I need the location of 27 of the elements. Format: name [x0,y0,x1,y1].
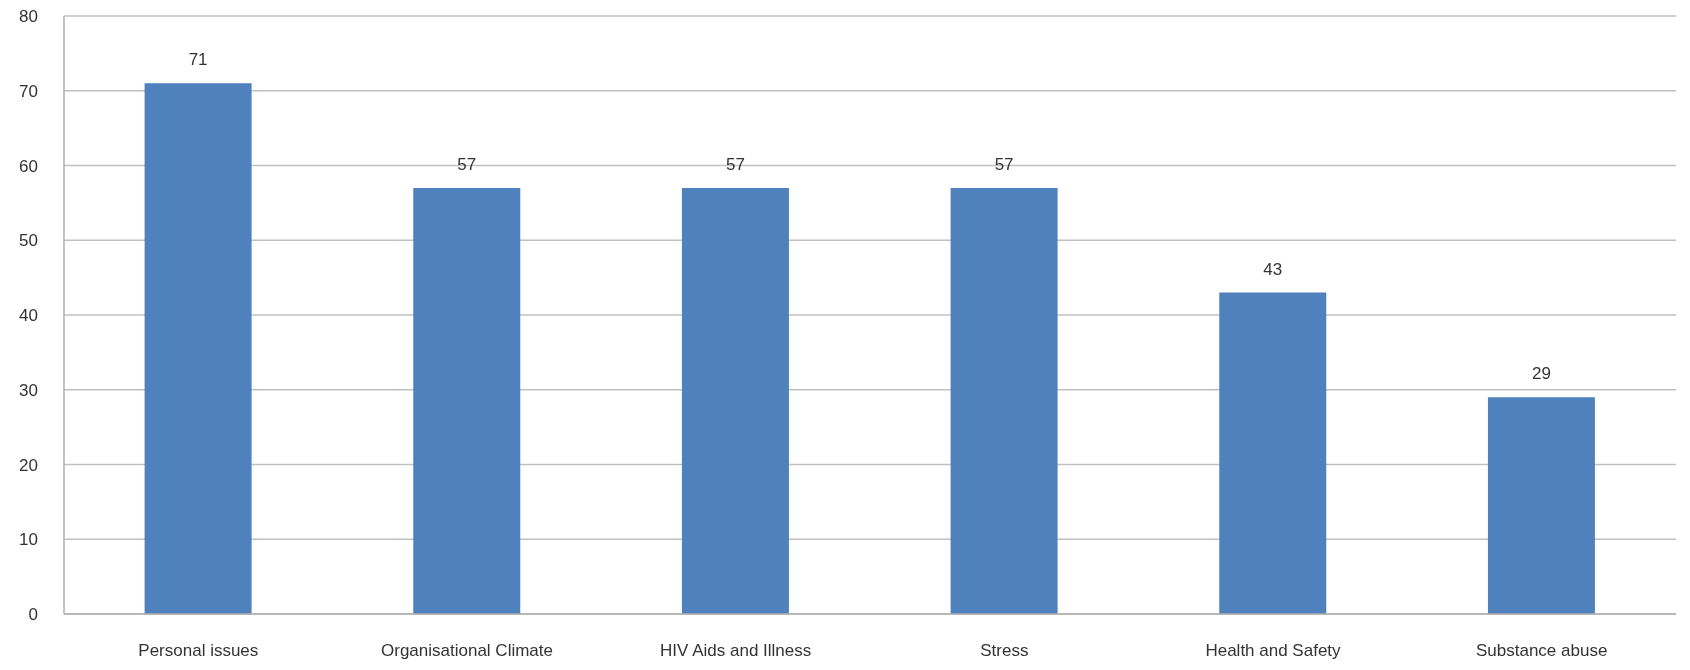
y-tick-label: 80 [19,7,38,27]
y-tick-label: 40 [19,306,38,326]
x-tick-label: HIV Aids and Illness [660,641,812,661]
y-tick-label: 0 [28,605,38,625]
x-tick-label: Personal issues [138,641,259,661]
y-tick-label: 70 [19,81,38,101]
bar [144,83,252,614]
bar [681,187,789,614]
data-label: 29 [1531,364,1551,384]
data-label: 57 [457,154,477,174]
data-label: 57 [725,154,745,174]
x-tick-label: Health and Safety [1205,641,1342,661]
x-tick-label: Stress [980,641,1029,661]
data-label: 43 [1263,259,1283,279]
data-label: 71 [188,50,208,70]
x-tick-label: Organisational Climate [381,641,553,661]
y-tick-label: 20 [19,455,38,475]
bar [1219,292,1327,614]
x-tick-label: Substance abuse [1475,641,1608,661]
bar [413,187,521,614]
y-tick-label: 60 [19,156,38,176]
y-tick-label: 10 [19,530,38,550]
data-label: 57 [994,154,1014,174]
bar [1487,397,1595,614]
bar [950,187,1058,614]
y-tick-label: 30 [19,380,38,400]
y-tick-label: 50 [19,231,38,251]
